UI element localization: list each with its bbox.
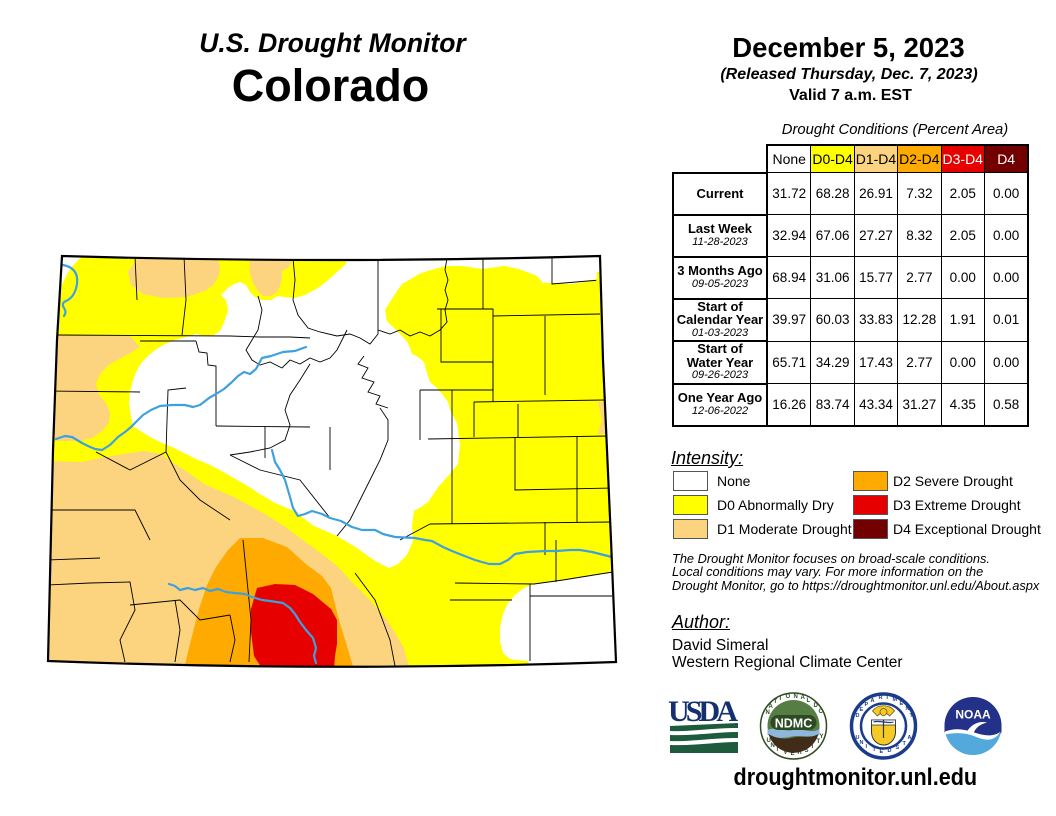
svg-text:R: R [879, 695, 883, 701]
svg-text:E: E [900, 701, 904, 707]
svg-text:NOAA: NOAA [955, 708, 991, 722]
svg-text:I: I [866, 744, 868, 750]
svg-text:T: T [886, 695, 890, 701]
svg-text:Y: Y [820, 734, 824, 740]
svg-text:T: T [910, 713, 914, 719]
svg-text:S: S [896, 745, 900, 751]
svg-text:N: N [766, 710, 770, 716]
svg-text:U: U [767, 738, 771, 744]
svg-text:T: T [903, 741, 907, 747]
svg-text:O: O [786, 694, 791, 700]
svg-text:T: T [873, 747, 877, 753]
svg-text:E: E [860, 707, 864, 713]
svg-text:I: I [780, 696, 782, 702]
svg-text:C: C [819, 709, 824, 715]
svg-text:NDMC: NDMC [775, 717, 813, 731]
svg-text:I: I [812, 744, 814, 750]
svg-text:V: V [784, 750, 788, 756]
svg-text:T: T [817, 739, 821, 745]
svg-text:S: S [805, 748, 809, 754]
svg-text:E: E [791, 751, 795, 757]
svg-text:R: R [798, 750, 803, 756]
svg-text:L: L [807, 698, 811, 704]
svg-text:N: N [906, 706, 910, 712]
svg-text:P: P [865, 702, 869, 708]
svg-text:I: I [777, 747, 779, 753]
svg-text:N: N [794, 694, 798, 700]
svg-text:A: A [769, 704, 774, 710]
svg-text:D: D [814, 703, 819, 709]
svg-text:A: A [801, 695, 806, 701]
svg-text:A: A [871, 698, 875, 704]
svg-text:T: T [774, 699, 778, 705]
svg-text:D: D [888, 748, 892, 754]
svg-text:N: N [771, 743, 775, 749]
svg-text:D: D [856, 713, 860, 719]
svg-text:N: N [860, 740, 864, 746]
svg-text:U: U [856, 735, 860, 741]
svg-text:A: A [908, 735, 912, 741]
svg-text:M: M [893, 697, 898, 703]
svg-text:E: E [880, 749, 884, 755]
svg-text:USDA: USDA [668, 695, 738, 728]
